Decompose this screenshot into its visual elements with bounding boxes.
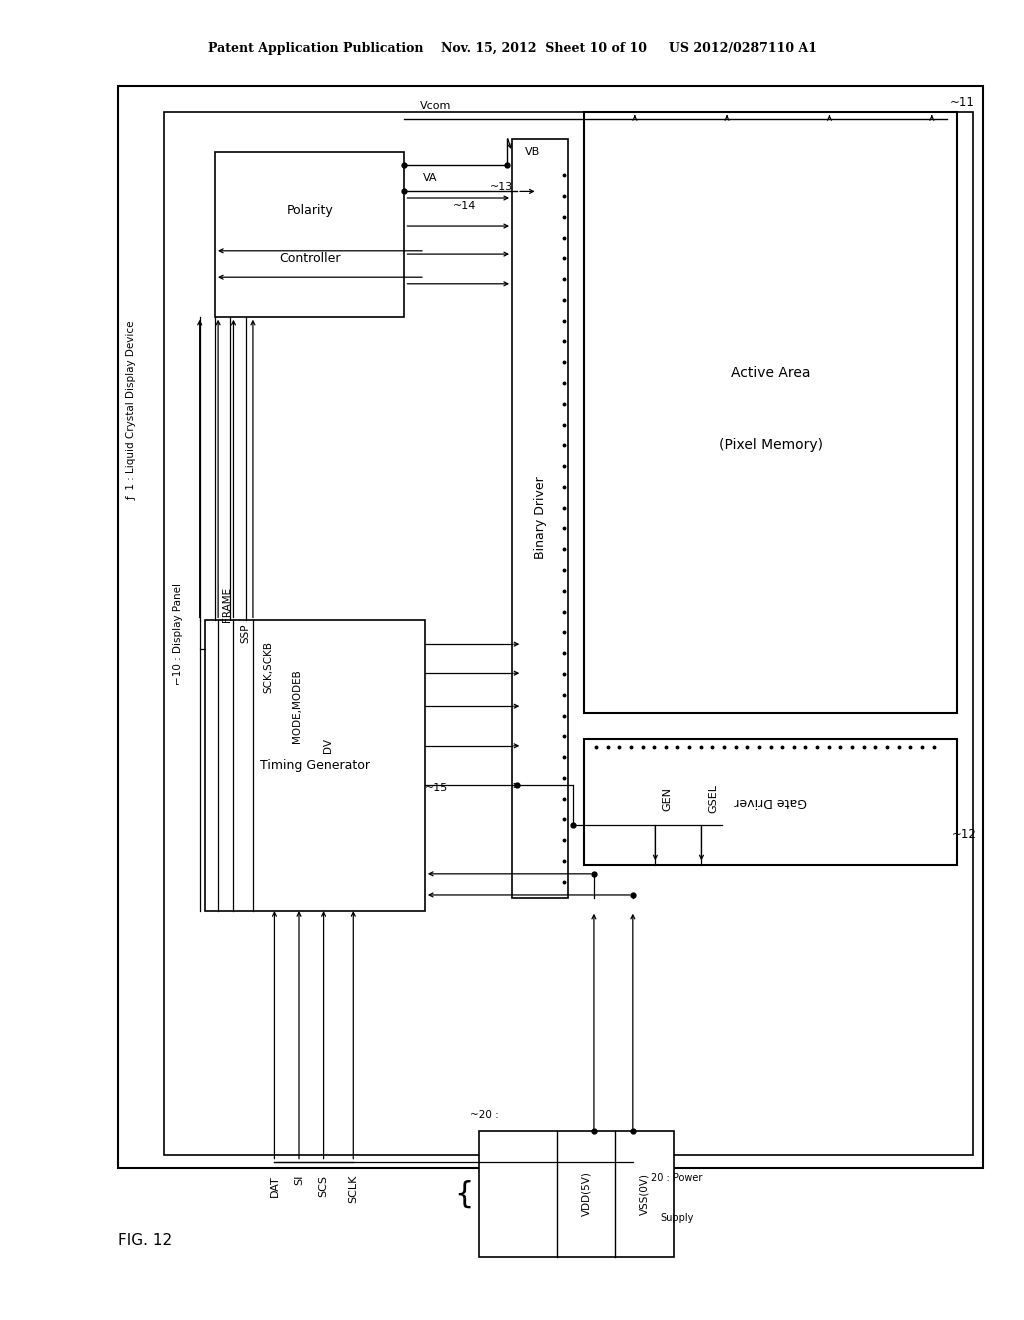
Text: ~12: ~12: [952, 828, 977, 841]
Text: ⌐10 : Display Panel: ⌐10 : Display Panel: [173, 582, 183, 685]
Text: VSS(0V): VSS(0V): [640, 1173, 649, 1214]
Text: {: {: [455, 1180, 474, 1208]
Bar: [584, 739, 957, 865]
Bar: [215, 152, 404, 317]
Text: ƒ  1 : Liquid Crystal Display Device: ƒ 1 : Liquid Crystal Display Device: [127, 321, 137, 500]
Text: Polarity: Polarity: [287, 205, 333, 216]
Bar: [512, 139, 568, 898]
Text: 20 : Power: 20 : Power: [651, 1173, 702, 1183]
Text: FRAME: FRAME: [222, 587, 232, 622]
Text: ~13: ~13: [490, 182, 513, 193]
Bar: [118, 86, 983, 1168]
Text: MODE,MODEB: MODE,MODEB: [292, 669, 302, 743]
Text: Supply: Supply: [660, 1213, 693, 1222]
Bar: [205, 620, 425, 911]
Text: ~20 :: ~20 :: [470, 1110, 499, 1121]
Bar: [164, 112, 973, 1155]
Text: VDD(5V): VDD(5V): [582, 1172, 591, 1216]
Bar: [584, 112, 957, 713]
Text: DV: DV: [323, 738, 333, 754]
Text: VB: VB: [525, 147, 540, 157]
Text: (Pixel Memory): (Pixel Memory): [719, 438, 822, 453]
Text: SCLK: SCLK: [348, 1175, 358, 1203]
Text: SCK,SCKB: SCK,SCKB: [263, 640, 273, 693]
Text: DAT: DAT: [269, 1175, 280, 1196]
Text: SI: SI: [294, 1175, 304, 1185]
Text: VA: VA: [423, 173, 437, 183]
Text: Vcom: Vcom: [420, 100, 451, 111]
Text: Patent Application Publication    Nov. 15, 2012  Sheet 10 of 10     US 2012/0287: Patent Application Publication Nov. 15, …: [208, 42, 816, 55]
Text: GSEL: GSEL: [709, 784, 719, 813]
Text: FIG. 12: FIG. 12: [118, 1233, 172, 1249]
Text: Timing Generator: Timing Generator: [260, 759, 370, 772]
Text: SCS: SCS: [318, 1175, 329, 1197]
Text: Binary Driver: Binary Driver: [534, 477, 547, 560]
Text: ~15: ~15: [425, 783, 447, 793]
Text: GEN: GEN: [663, 787, 673, 810]
Text: Controller: Controller: [279, 252, 341, 264]
Text: Gate Driver: Gate Driver: [734, 796, 807, 808]
Bar: [479, 1131, 674, 1257]
Text: SSP: SSP: [241, 624, 251, 643]
Text: ~11: ~11: [950, 96, 975, 110]
Text: Active Area: Active Area: [731, 366, 810, 380]
Text: ~14: ~14: [454, 201, 476, 211]
